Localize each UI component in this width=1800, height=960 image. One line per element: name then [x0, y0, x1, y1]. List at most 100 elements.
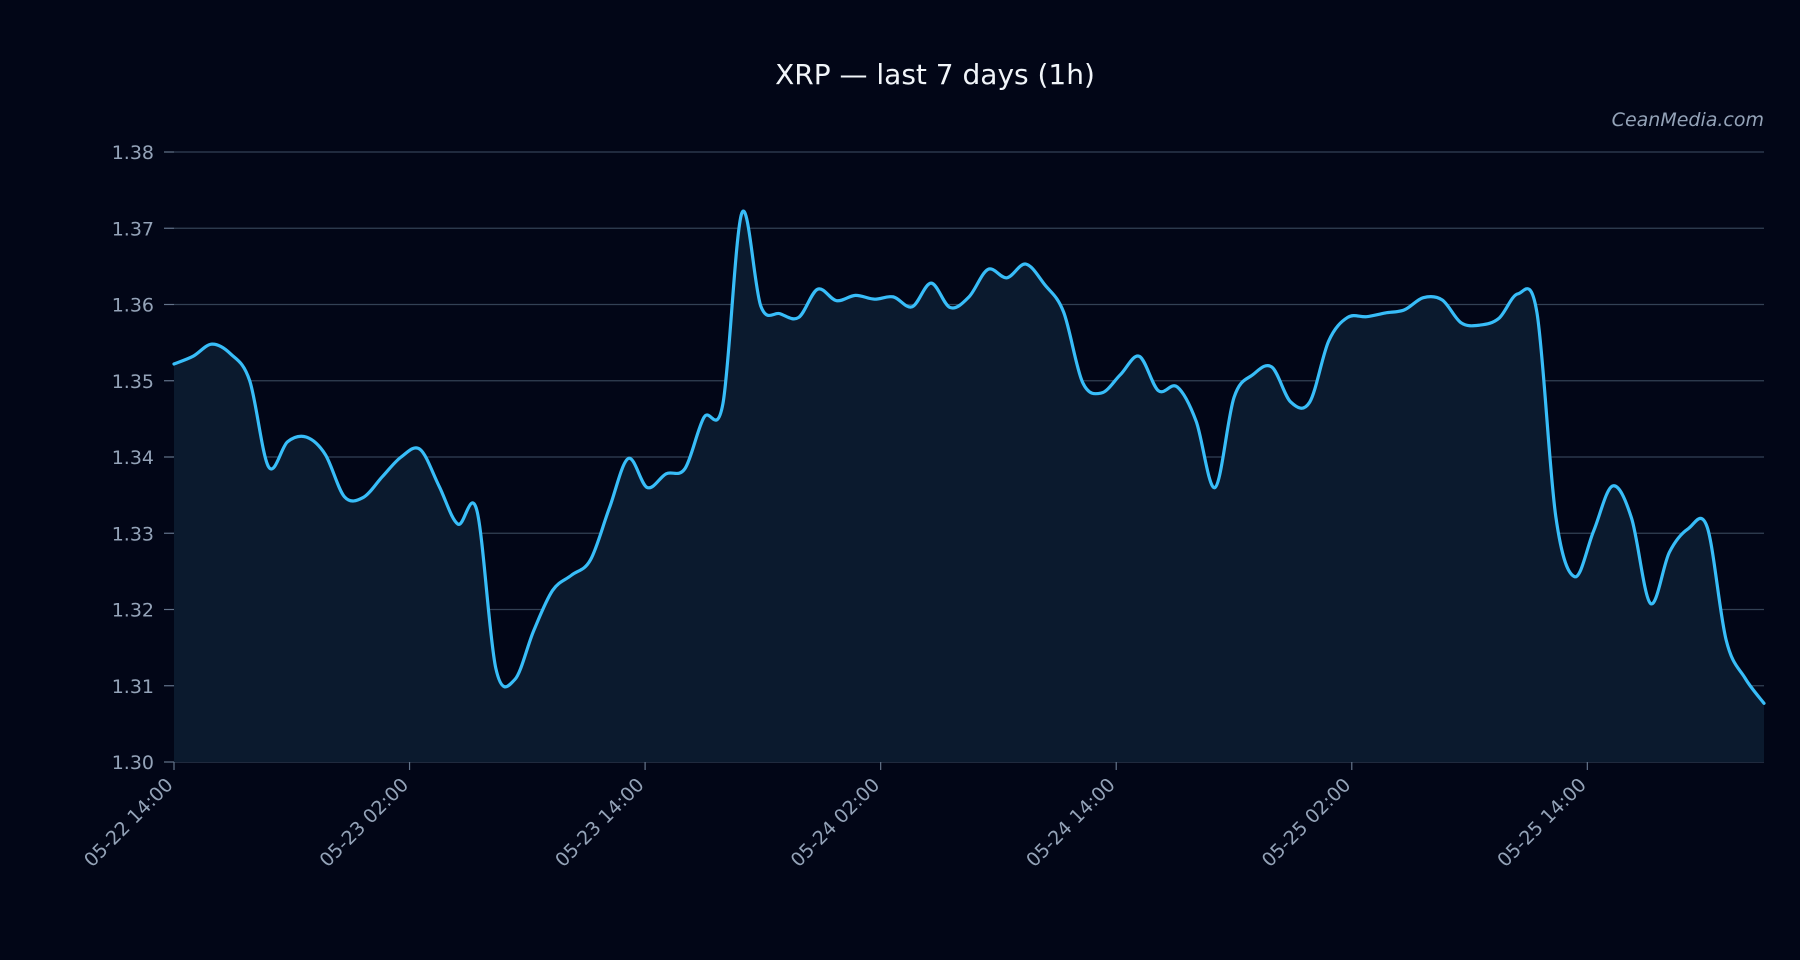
data-point — [1044, 283, 1046, 285]
data-point — [286, 441, 288, 443]
data-point — [1346, 316, 1348, 318]
data-point — [1422, 296, 1424, 298]
data-point — [305, 436, 307, 438]
data-point — [646, 486, 648, 488]
data-point — [589, 559, 591, 561]
data-point — [1441, 299, 1443, 301]
data-point — [1195, 420, 1197, 422]
data-point — [703, 416, 705, 418]
data-point — [230, 353, 232, 355]
data-point — [1006, 277, 1008, 279]
data-point — [1309, 401, 1311, 403]
data-point — [1763, 702, 1765, 704]
data-point — [495, 667, 497, 669]
data-point — [1271, 366, 1273, 368]
data-point — [1252, 373, 1254, 375]
data-point — [987, 268, 989, 270]
data-point — [1365, 316, 1367, 318]
x-tick-label: 05-23 02:00 — [315, 774, 413, 872]
data-point — [267, 466, 269, 468]
series-line — [172, 209, 1766, 705]
data-point — [816, 288, 818, 290]
data-point — [911, 306, 913, 308]
data-point — [1290, 401, 1292, 403]
data-point — [1592, 530, 1594, 532]
y-tick-label: 1.32 — [112, 600, 154, 622]
data-point — [551, 589, 553, 591]
data-point — [1611, 485, 1613, 487]
data-point — [324, 454, 326, 456]
data-point — [1498, 317, 1500, 319]
data-point — [419, 448, 421, 450]
data-point — [1706, 526, 1708, 528]
data-point — [1214, 486, 1216, 488]
data-point — [1744, 677, 1746, 679]
data-point — [684, 467, 686, 469]
y-tick-label: 1.31 — [112, 676, 154, 698]
data-point — [608, 507, 610, 509]
data-point — [1460, 322, 1462, 324]
data-point — [760, 305, 762, 307]
y-tick-label: 1.30 — [112, 752, 154, 774]
data-point — [835, 299, 837, 301]
y-axis-ticks: 1.30 1.31 1.32 1.33 1.34 1.35 1.36 1.37 1.38 — [112, 142, 174, 774]
data-point — [1327, 340, 1329, 342]
data-point — [362, 496, 364, 498]
data-point — [1081, 381, 1083, 383]
x-tick-label: 05-22 14:00 — [80, 774, 178, 872]
data-point — [1630, 517, 1632, 519]
data-point — [1536, 311, 1538, 313]
data-point — [570, 574, 572, 576]
data-point — [1725, 639, 1727, 641]
chart-title: XRP — last 7 days (1h) — [775, 58, 1095, 91]
data-point — [514, 678, 516, 680]
data-point — [1555, 515, 1557, 517]
data-point — [192, 355, 194, 357]
data-point — [343, 495, 345, 497]
data-point — [1062, 311, 1064, 313]
data-point — [457, 523, 459, 525]
data-point — [1479, 324, 1481, 326]
data-point — [741, 212, 743, 214]
data-point — [1025, 263, 1027, 265]
data-point — [1384, 312, 1386, 314]
data-point — [949, 306, 951, 308]
data-point — [381, 476, 383, 478]
data-point — [627, 457, 629, 459]
data-point — [1138, 355, 1140, 357]
data-point — [779, 312, 781, 314]
data-point — [722, 402, 724, 404]
y-tick-label: 1.37 — [112, 218, 154, 240]
data-point — [211, 343, 213, 345]
data-point — [854, 294, 856, 296]
x-tick-label: 05-23 14:00 — [551, 774, 649, 872]
x-tick-label: 05-25 14:00 — [1493, 774, 1591, 872]
data-point — [930, 282, 932, 284]
data-point — [797, 316, 799, 318]
data-point — [249, 380, 251, 382]
x-tick-label: 05-25 02:00 — [1258, 774, 1356, 872]
data-point — [1687, 527, 1689, 529]
data-point — [400, 456, 402, 458]
data-point — [438, 485, 440, 487]
series-layer — [172, 209, 1766, 762]
data-point — [968, 296, 970, 298]
data-point — [476, 509, 478, 511]
series-area-fill — [174, 211, 1764, 762]
data-point — [1233, 396, 1235, 398]
data-point — [665, 473, 667, 475]
y-tick-label: 1.36 — [112, 295, 154, 317]
y-tick-label: 1.38 — [112, 142, 154, 164]
data-point — [1668, 551, 1670, 553]
data-point — [1517, 293, 1519, 295]
x-tick-label: 05-24 02:00 — [787, 774, 885, 872]
data-point — [1574, 576, 1576, 578]
y-tick-label: 1.35 — [112, 371, 154, 393]
y-tick-label: 1.33 — [112, 523, 154, 545]
data-point — [1403, 309, 1405, 311]
y-tick-label: 1.34 — [112, 447, 154, 469]
data-point — [1157, 389, 1159, 391]
data-point — [532, 630, 534, 632]
